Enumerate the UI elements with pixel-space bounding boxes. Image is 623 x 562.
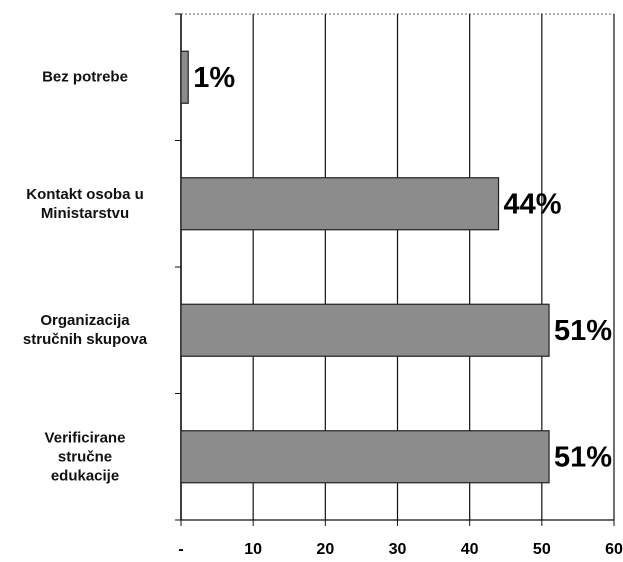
bar [180, 303, 550, 357]
bar [180, 430, 550, 484]
x-tick-label: 30 [389, 541, 407, 558]
y-tick-label: Kontakt osoba u Ministarstvu [26, 185, 144, 222]
bar [180, 50, 189, 104]
bar [180, 177, 500, 231]
y-tick-label: Bez potrebe [42, 68, 128, 86]
data-label: 44% [504, 188, 562, 220]
x-tick-label: 60 [605, 541, 623, 558]
x-tick-label: - [178, 541, 183, 558]
x-tick-label: 10 [244, 541, 262, 558]
data-label: 51% [554, 315, 612, 347]
y-tick-label: Verificirane stručne edukacije [44, 429, 126, 485]
x-tick-label: 20 [316, 541, 334, 558]
x-tick-label: 40 [461, 541, 479, 558]
y-tick-label: Organizacija stručnih skupova [22, 312, 148, 349]
data-label: 1% [193, 62, 235, 94]
data-label: 51% [554, 441, 612, 473]
x-tick-label: 50 [533, 541, 551, 558]
